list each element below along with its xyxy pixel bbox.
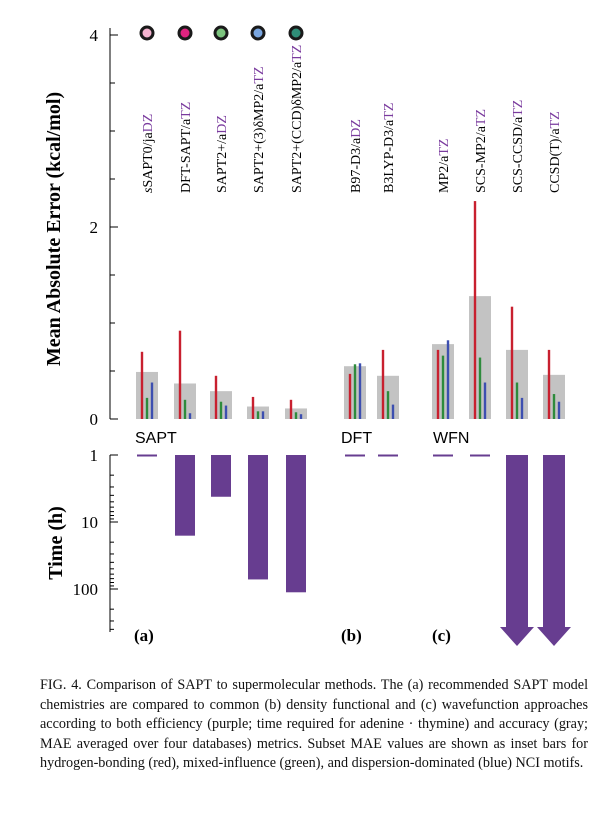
time-arrow-icon: [500, 627, 534, 646]
method-label: SCS-MP2/aTZ: [474, 109, 489, 193]
hb-subset-bar: [251, 396, 255, 419]
mix-subset-bar: [478, 357, 482, 419]
time-arrow-icon: [537, 627, 571, 646]
mae-axis-label: Mean Absolute Error (kcal/mol): [43, 92, 65, 366]
method-label: SCS-CCSD/aTZ: [511, 100, 526, 193]
mix-subset-bar: [219, 401, 223, 419]
hb-subset-bar: [214, 375, 218, 419]
time-bar: [211, 455, 231, 497]
caption-text: Comparison of SAPT to supermolecular met…: [40, 677, 589, 772]
time-bar-offscale: [506, 455, 528, 627]
mix-subset-bar: [515, 382, 519, 419]
method-marker: [177, 25, 193, 41]
group-label-sapt: SAPT: [135, 430, 177, 447]
disp-subset-bar: [188, 413, 192, 419]
hb-subset-bar: [381, 349, 385, 419]
hb-subset-bar: [436, 349, 440, 419]
hb-subset-bar: [289, 399, 293, 419]
hb-subset-bar: [348, 373, 352, 419]
time-y-axis: 1 10 100: [73, 446, 118, 632]
time-bar-offscale: [543, 455, 565, 627]
time-tick-label: 100: [73, 580, 99, 599]
mix-subset-bar: [386, 391, 390, 419]
disp-subset-bar: [446, 340, 450, 419]
time-bar-minimal: [470, 454, 490, 457]
mae-tick-label: 4: [90, 26, 99, 45]
disp-subset-bar: [150, 382, 154, 419]
time-bar: [175, 455, 195, 536]
time-axis-label: Time (h): [45, 506, 67, 580]
mae-tick-label: 0: [90, 410, 99, 429]
group-label-wfn: WFN: [433, 430, 469, 447]
hb-subset-bar: [178, 330, 182, 419]
disp-subset-bar: [261, 411, 265, 419]
mae-tick-label: 2: [90, 218, 99, 237]
panel-label-c: (c): [432, 626, 451, 645]
time-bar: [248, 455, 268, 580]
method-labels: sSAPT0/jaDZ DFT-SAPT/aTZ SAPT2+/aDZ SAPT2+(…: [141, 45, 563, 193]
sapt-markers: [139, 25, 304, 41]
mix-subset-bar: [353, 364, 357, 419]
caption-fig-number: FIG. 4.: [40, 677, 82, 693]
mix-subset-bar: [145, 397, 149, 419]
disp-subset-bar: [520, 397, 524, 419]
mix-subset-bar: [552, 394, 556, 419]
group-label-dft: DFT: [341, 430, 372, 447]
method-label: sSAPT0/jaDZ: [141, 114, 156, 193]
method-marker: [213, 25, 229, 41]
disp-subset-bar: [557, 401, 561, 419]
disp-subset-bar: [224, 405, 228, 419]
method-marker: [250, 25, 266, 41]
panel-label-a: (a): [134, 626, 154, 645]
time-panel: Time (h) 1 10 100 (a) (b) (c): [45, 446, 571, 646]
disp-subset-bar: [358, 363, 362, 419]
mae-y-axis: 0 2 4: [90, 26, 118, 429]
time-tick-label: 1: [90, 446, 99, 465]
panel-label-b: (b): [341, 626, 362, 645]
hb-subset-bar: [140, 351, 144, 419]
method-label: SAPT2+(3)δMP2/aTZ: [252, 67, 267, 194]
subset-bars: [140, 201, 561, 419]
time-bar-minimal: [345, 454, 365, 457]
method-label: B97-D3/aDZ: [349, 119, 364, 193]
mix-subset-bar: [256, 411, 260, 419]
panel-labels: (a) (b) (c): [134, 626, 451, 645]
hb-subset-bar: [473, 201, 477, 419]
time-bar: [286, 455, 306, 593]
method-label: MP2/aTZ: [437, 139, 452, 193]
time-bar-minimal: [137, 454, 157, 457]
hb-subset-bar: [510, 306, 514, 419]
mae-panel: Mean Absolute Error (kcal/mol) 0 2 4 sSAPT…: [43, 25, 565, 447]
mix-subset-bar: [441, 355, 445, 419]
method-marker: [288, 25, 304, 41]
time-bars: [137, 454, 571, 646]
time-bar-minimal: [378, 454, 398, 457]
disp-subset-bar: [483, 382, 487, 419]
hb-subset-bar: [547, 349, 551, 419]
mix-subset-bar: [294, 412, 298, 419]
mix-subset-bar: [183, 399, 187, 419]
disp-subset-bar: [391, 404, 395, 419]
group-labels: SAPT DFT WFN: [135, 430, 469, 447]
figure-caption: FIG. 4. Comparison of SAPT to supermolec…: [40, 676, 588, 774]
method-label: B3LYP-D3/aTZ: [382, 103, 397, 193]
method-label: DFT-SAPT/aTZ: [179, 102, 194, 193]
comparison-figure: Mean Absolute Error (kcal/mol) 0 2 4 sSAPT…: [43, 25, 571, 646]
time-tick-label: 10: [81, 513, 98, 532]
method-marker: [139, 25, 155, 41]
time-bar-minimal: [433, 454, 453, 457]
method-label: SAPT2+(CCD)δMP2/aTZ: [290, 45, 305, 193]
method-label: SAPT2+/aDZ: [215, 115, 230, 193]
method-label: CCSD(T)/aTZ: [548, 111, 563, 193]
disp-subset-bar: [299, 414, 303, 419]
